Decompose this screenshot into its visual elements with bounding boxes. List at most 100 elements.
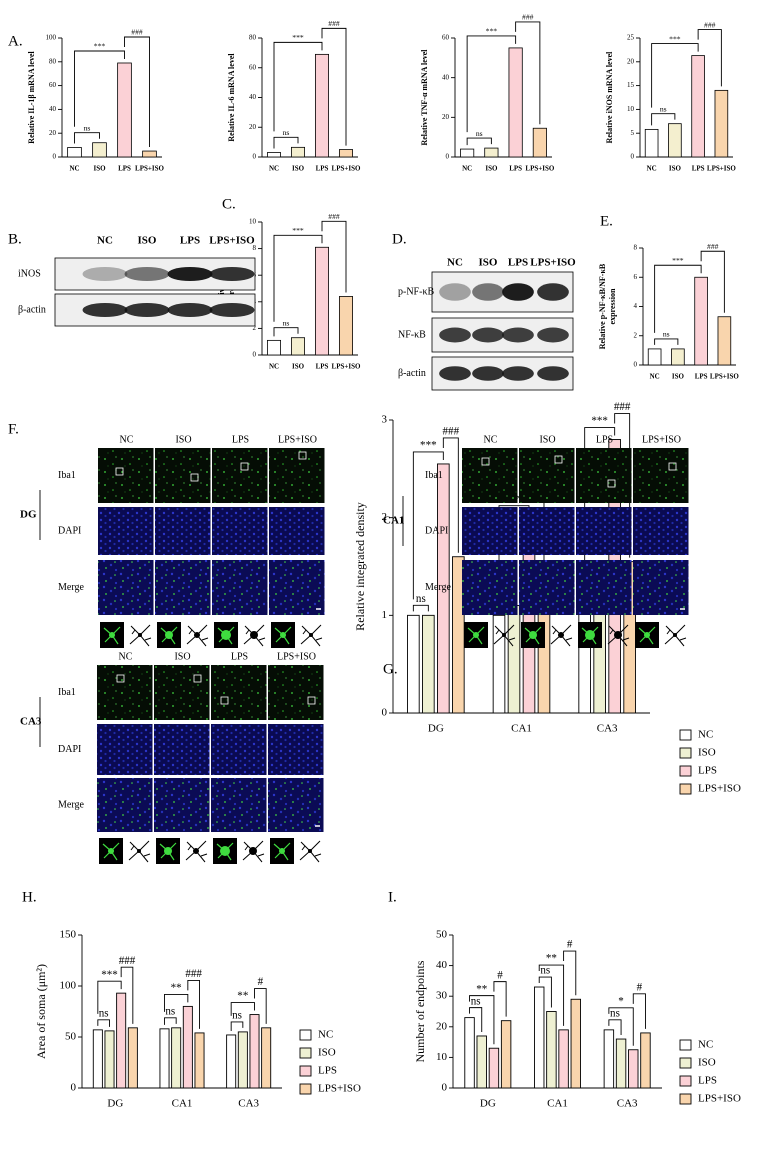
y-tick-label: 50 bbox=[65, 1031, 77, 1043]
bar bbox=[647, 348, 662, 366]
significance-label: *** bbox=[292, 226, 304, 235]
legend-swatch bbox=[299, 1065, 312, 1077]
significance-label: ### bbox=[328, 19, 340, 28]
cell-skeleton-soma bbox=[193, 848, 199, 854]
cell-process bbox=[216, 842, 234, 861]
x-tick-label: DG bbox=[428, 723, 444, 735]
cell-process bbox=[273, 842, 291, 861]
legend-swatch bbox=[679, 765, 692, 777]
micrograph-tile bbox=[462, 507, 518, 555]
significance-label: # bbox=[567, 939, 573, 951]
y-tick-label: 0 bbox=[634, 361, 638, 369]
micrograph-tile bbox=[269, 560, 325, 615]
micrograph-tile bbox=[268, 724, 324, 775]
legend-label: LPS+ISO bbox=[698, 783, 741, 795]
micrograph-row-label: Merge bbox=[425, 582, 451, 593]
bar bbox=[691, 55, 705, 158]
significance-bracket bbox=[187, 979, 200, 1029]
significance-bracket bbox=[493, 981, 507, 1017]
y-tick-label: 1 bbox=[382, 609, 388, 621]
micrograph-tile bbox=[576, 448, 632, 503]
significance-label: ns bbox=[610, 1008, 620, 1020]
cell-skeleton-soma bbox=[309, 633, 313, 637]
blot-band bbox=[209, 302, 255, 318]
cell-process bbox=[102, 842, 120, 861]
y-tick-label: 6 bbox=[634, 273, 638, 281]
legend-swatch bbox=[299, 1047, 312, 1059]
bar bbox=[290, 337, 305, 356]
y-tick-label: 40 bbox=[442, 73, 450, 81]
blot-band bbox=[537, 283, 569, 301]
bar bbox=[226, 1034, 237, 1089]
significance-label: *** bbox=[591, 415, 608, 427]
y-tick-label: 0 bbox=[253, 351, 257, 359]
y-tick-label: 100 bbox=[60, 980, 77, 992]
bar bbox=[570, 998, 581, 1089]
bar bbox=[266, 152, 281, 158]
micrograph-column-header: ISO bbox=[539, 434, 555, 445]
blot-column-header: ISO bbox=[479, 257, 498, 269]
significance-bracket bbox=[654, 338, 679, 345]
y-tick-label: 4 bbox=[634, 302, 638, 310]
selection-box bbox=[607, 479, 616, 488]
micrograph-tile bbox=[154, 665, 210, 720]
bar bbox=[644, 128, 659, 158]
x-tick-label: LPS bbox=[692, 165, 705, 173]
cell-process bbox=[274, 626, 292, 645]
micrograph-column-header: LPS bbox=[231, 651, 248, 662]
y-tick-label: 20 bbox=[436, 1020, 448, 1032]
legend-label: NC bbox=[698, 1039, 713, 1051]
y-tick-label: 8 bbox=[634, 244, 638, 252]
bar bbox=[668, 123, 682, 158]
panel-label: F. bbox=[8, 421, 19, 437]
y-axis-label: Number of endpoints bbox=[413, 960, 427, 1062]
significance-label: *** bbox=[486, 27, 498, 36]
bar bbox=[640, 1032, 651, 1089]
bar bbox=[67, 147, 82, 158]
micrograph-tile bbox=[633, 507, 689, 555]
selection-box bbox=[193, 674, 202, 683]
significance-label: # bbox=[258, 976, 264, 988]
significance-label: *** bbox=[292, 33, 304, 42]
y-tick-label: 80 bbox=[249, 34, 257, 42]
bar bbox=[492, 614, 506, 714]
micrograph-tile bbox=[97, 724, 153, 775]
x-tick-label: CA1 bbox=[172, 1098, 193, 1110]
blot-band bbox=[167, 266, 213, 282]
bar bbox=[476, 1035, 487, 1089]
selection-box bbox=[481, 457, 490, 466]
x-tick-label: ISO bbox=[672, 373, 685, 381]
micrograph-tile bbox=[269, 448, 325, 503]
x-tick-label: LPS bbox=[695, 373, 708, 381]
micrograph-tile bbox=[268, 778, 324, 832]
x-tick-label: CA3 bbox=[617, 1098, 638, 1110]
x-tick-label: NC bbox=[69, 165, 79, 173]
blot-column-header: ISO bbox=[138, 235, 157, 247]
significance-bracket bbox=[538, 964, 565, 1026]
micrograph-tile bbox=[98, 448, 154, 503]
y-tick-label: 100 bbox=[46, 34, 57, 42]
bar bbox=[546, 1011, 557, 1089]
bar bbox=[194, 1032, 205, 1089]
significance-bracket bbox=[700, 250, 725, 313]
bar bbox=[171, 1027, 182, 1089]
x-tick-label: LPS bbox=[316, 165, 329, 173]
y-tick-label: 60 bbox=[249, 63, 257, 71]
micrograph-tile bbox=[462, 560, 518, 615]
x-tick-label: LPS bbox=[509, 165, 522, 173]
significance-bracket bbox=[608, 1007, 634, 1046]
significance-bracket bbox=[697, 29, 722, 87]
significance-label: ### bbox=[185, 968, 202, 980]
legend-swatch bbox=[679, 747, 692, 759]
micrograph-column-header: NC bbox=[120, 434, 134, 445]
bar bbox=[407, 614, 420, 714]
blot-band bbox=[472, 283, 504, 301]
panel-label: I. bbox=[388, 889, 397, 905]
panel-label: E. bbox=[600, 213, 613, 229]
significance-label: ### bbox=[119, 955, 136, 967]
y-tick-label: 2 bbox=[382, 511, 388, 523]
y-tick-label: 2 bbox=[253, 324, 257, 332]
y-tick-label: 30 bbox=[436, 990, 448, 1002]
x-tick-label: LPS+ISO bbox=[332, 363, 361, 371]
x-tick-label: CA3 bbox=[597, 723, 618, 735]
